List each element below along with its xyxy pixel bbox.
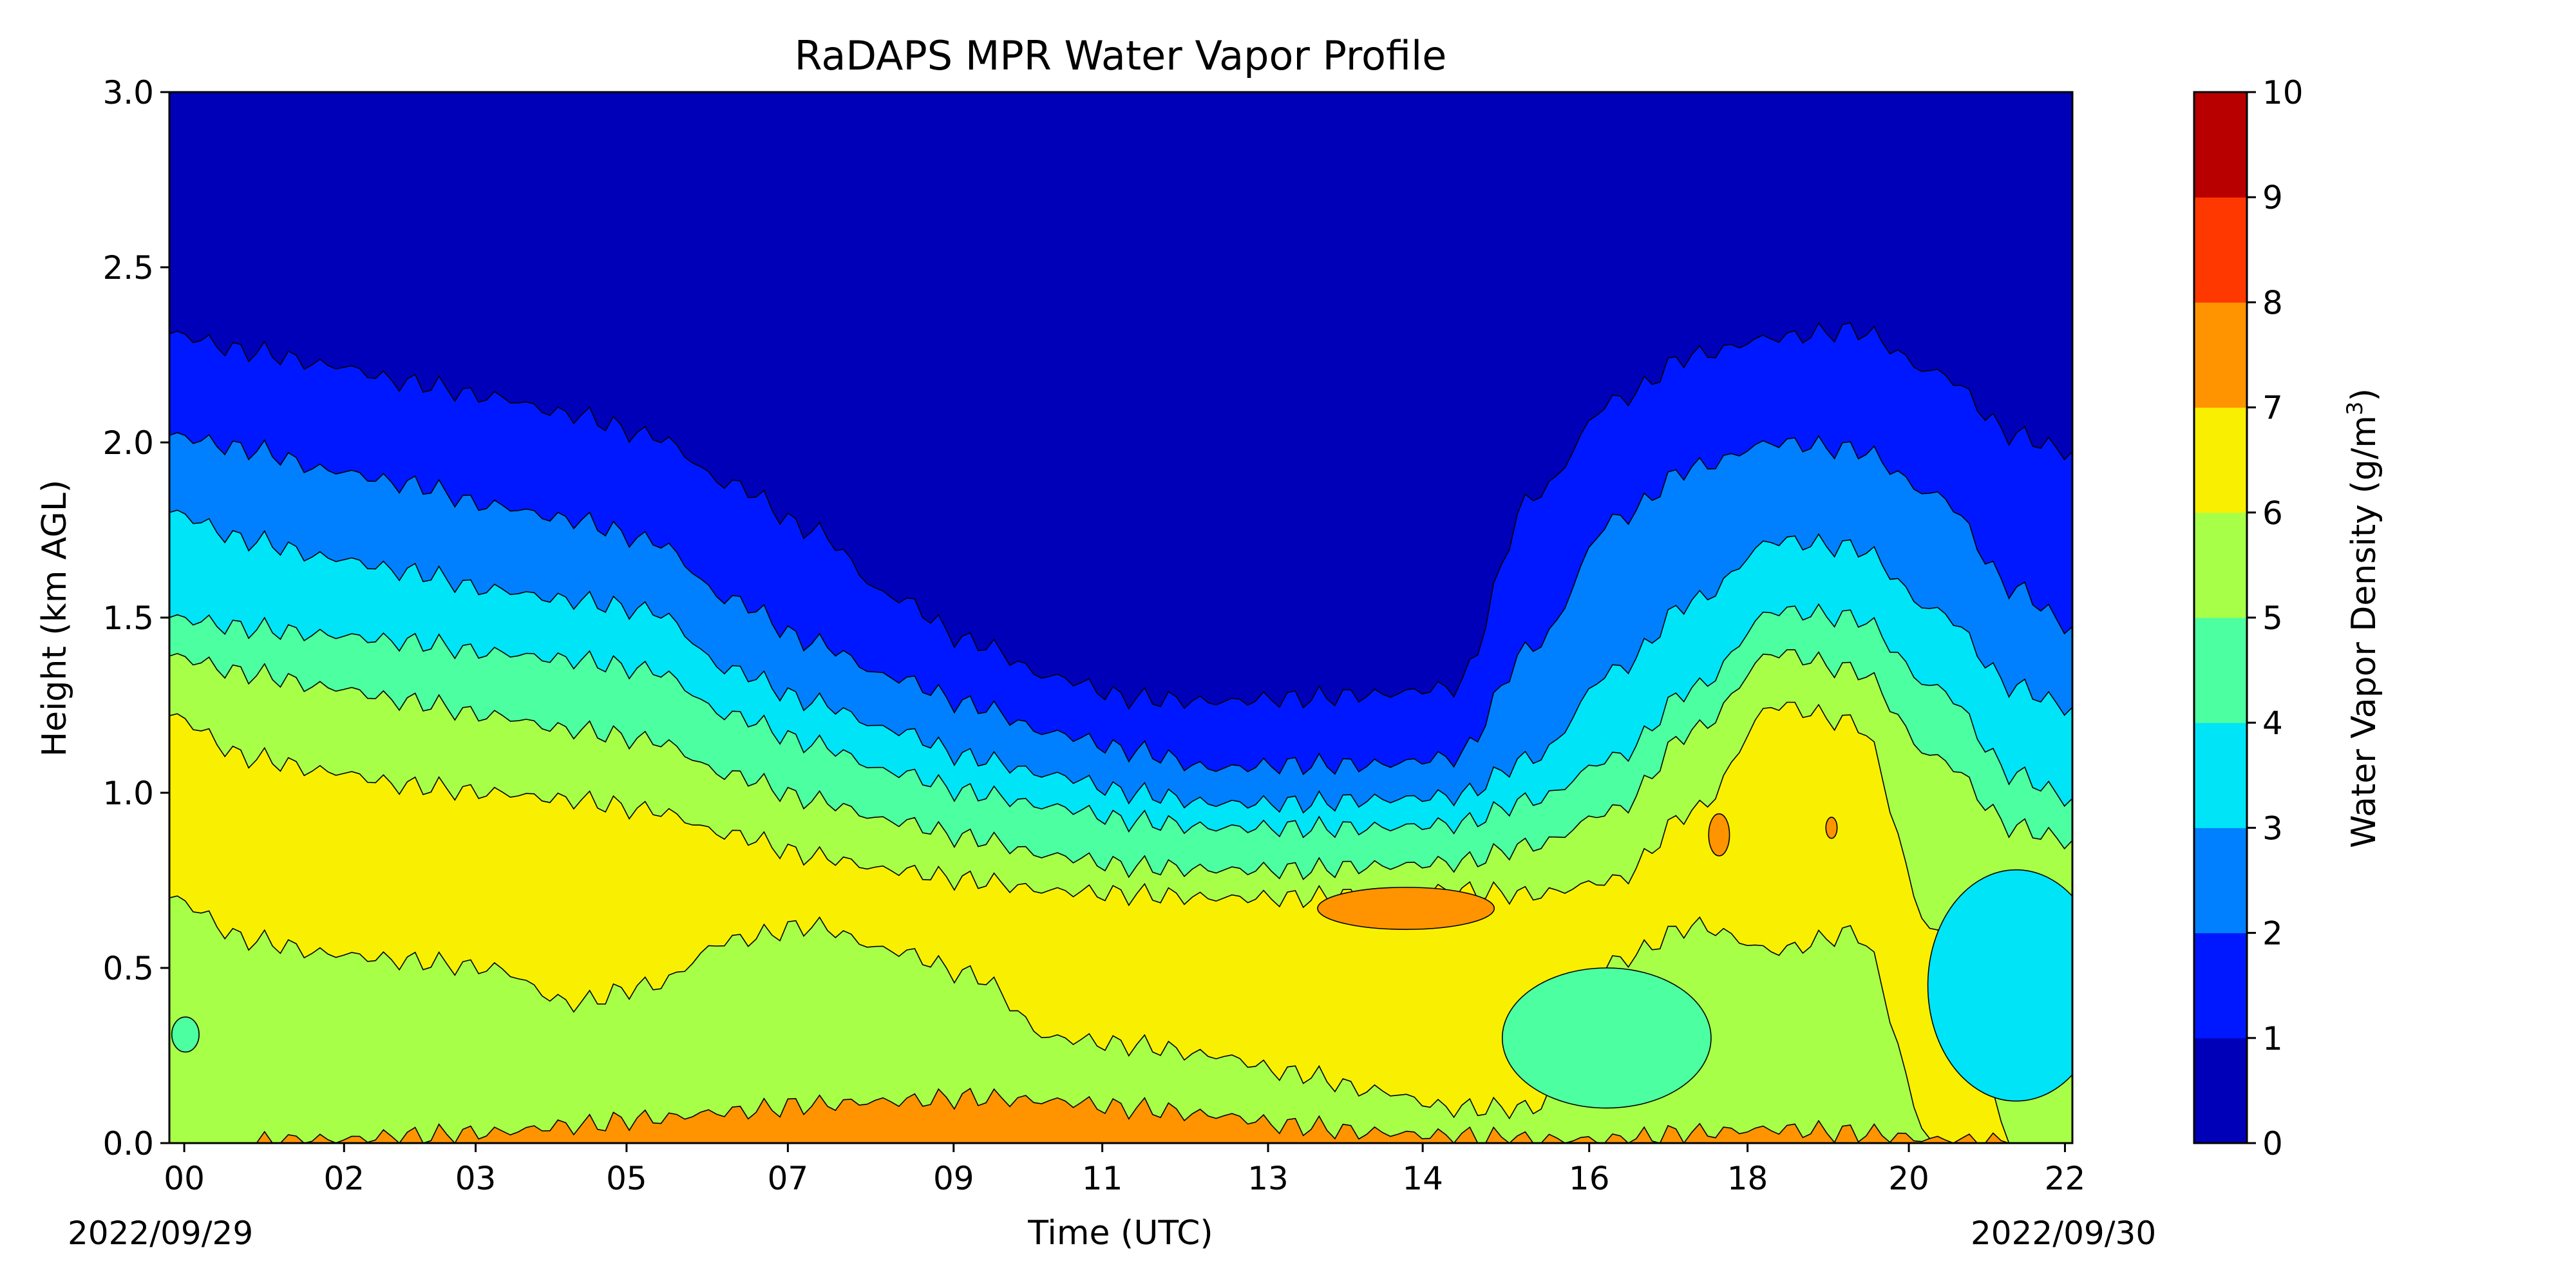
colorbar-tick-label: 10	[2262, 74, 2304, 111]
y-tick-label: 1.0	[102, 775, 154, 812]
colorbar-tick-label: 9	[2262, 179, 2283, 216]
contour-pocket-4-5-start	[171, 1016, 200, 1053]
chart-title: RaDAPS MPR Water Vapor Profile	[795, 32, 1447, 79]
colorbar-tick-label: 4	[2262, 705, 2283, 742]
x-end-date: 2022/09/30	[1971, 1215, 2156, 1252]
y-tick-label: 0.0	[102, 1125, 154, 1162]
colorbar-cell	[2194, 618, 2247, 723]
contour-pocket-7-8-a	[1708, 813, 1730, 857]
x-axis-ticks: 00 02 03 05 07 09 11 13 14 16 18 20 22	[164, 1143, 2085, 1197]
colorbar-tick-label: 8	[2262, 284, 2283, 321]
x-tick-label: 22	[2045, 1160, 2086, 1197]
x-tick-label: 00	[164, 1160, 205, 1197]
contour-band-7-8	[169, 1088, 2072, 1143]
colorbar-cell	[2194, 828, 2247, 934]
colorbar-cell	[2194, 407, 2247, 513]
contour-pocket-3-4-late	[1927, 869, 2072, 1102]
colorbar-cell	[2194, 302, 2247, 408]
y-axis-label: Height (km AGL)	[35, 480, 74, 757]
colorbar-cell	[2194, 197, 2247, 303]
x-tick-label: 11	[1082, 1160, 1123, 1197]
x-tick-label: 09	[933, 1160, 974, 1197]
x-tick-label: 02	[323, 1160, 365, 1197]
contour-pocket-4-5-afternoon	[1501, 967, 1712, 1109]
x-tick-label: 14	[1402, 1160, 1443, 1197]
colorbar-tick-label: 1	[2262, 1020, 2283, 1057]
colorbar-tick-label: 6	[2262, 495, 2283, 532]
y-tick-label: 2.5	[102, 249, 154, 287]
colorbar-ticks: 0 1 2 3 4 5 6 7 8 9 10	[2247, 74, 2304, 1162]
colorbar-cell	[2194, 933, 2247, 1039]
colorbar-tick-label: 2	[2262, 915, 2283, 952]
x-start-date: 2022/09/29	[68, 1215, 253, 1252]
x-tick-label: 03	[455, 1160, 497, 1197]
contour-pocket-7-8-b	[1825, 817, 1838, 839]
y-axis-ticks: 0.0 0.5 1.0 1.5 2.0 2.5 3.0	[102, 74, 169, 1162]
y-tick-label: 2.0	[102, 424, 154, 462]
y-tick-label: 3.0	[102, 74, 154, 111]
y-tick-label: 1.5	[102, 600, 154, 637]
x-tick-label: 05	[606, 1160, 647, 1197]
colorbar-cell	[2194, 723, 2247, 828]
colorbar-cell	[2194, 92, 2247, 198]
x-tick-label: 07	[768, 1160, 809, 1197]
contour-blobs	[171, 813, 2072, 1109]
x-tick-label: 20	[1888, 1160, 1929, 1197]
contour-pocket-7-8-mid	[1317, 887, 1495, 930]
colorbar-cell	[2194, 1037, 2247, 1144]
colorbar-tick-label: 5	[2262, 600, 2283, 637]
colorbar-tick-label: 7	[2262, 390, 2283, 427]
colorbar-cells	[2194, 92, 2247, 1144]
y-tick-label: 0.5	[102, 950, 154, 987]
x-axis-label: Time (UTC)	[1027, 1214, 1213, 1253]
colorbar-cell	[2194, 512, 2247, 618]
colorbar-label-end: )	[2345, 388, 2383, 401]
colorbar-tick-label: 3	[2262, 810, 2283, 847]
x-tick-label: 18	[1727, 1160, 1768, 1197]
colorbar-label-sup: 3	[2342, 401, 2368, 415]
colorbar-label-main: Water Vapor Density (g/m	[2345, 415, 2383, 848]
x-tick-label: 13	[1247, 1160, 1289, 1197]
colorbar-tick-label: 0	[2262, 1125, 2283, 1162]
x-tick-label: 16	[1569, 1160, 1610, 1197]
plot-area	[169, 92, 2072, 1143]
colorbar-label: Water Vapor Density (g/m3)	[2342, 388, 2383, 848]
